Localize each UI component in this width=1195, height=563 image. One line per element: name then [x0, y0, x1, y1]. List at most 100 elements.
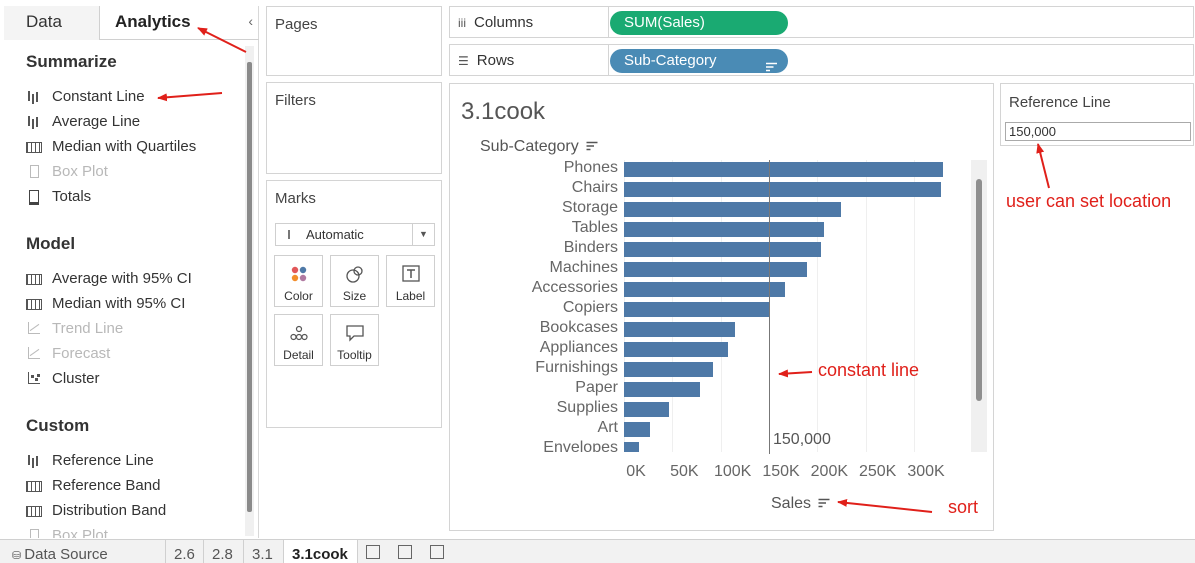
reference-line-label: 150,000 — [773, 431, 831, 448]
item-cluster[interactable]: Cluster — [26, 369, 100, 391]
collapse-pane-icon[interactable]: ‹ — [248, 13, 253, 29]
new-worksheet-icon[interactable] — [366, 545, 380, 559]
row-header[interactable]: Sub-Category — [480, 138, 598, 156]
item-median-quartiles[interactable]: Median with Quartiles — [26, 137, 196, 159]
chevron-down-icon: ▼ — [412, 224, 434, 245]
sort-icon[interactable] — [766, 56, 777, 72]
sort-icon[interactable] — [586, 141, 598, 151]
bar[interactable] — [624, 382, 701, 397]
category-label[interactable]: Art — [597, 419, 618, 436]
label-icon — [402, 265, 420, 282]
pane-scrollbar[interactable] — [247, 62, 252, 512]
rows-label-text: Rows — [476, 52, 515, 69]
worksheet-title: 3.1cook — [461, 98, 546, 125]
item-average-line[interactable]: Average Line — [26, 112, 140, 134]
item-label: Box Plot — [52, 527, 108, 538]
marks-label-button[interactable]: Label — [386, 255, 435, 307]
sheet-tab-active[interactable]: 3.1cook — [284, 540, 358, 563]
item-totals[interactable]: Totals — [26, 187, 91, 209]
filters-card[interactable]: Filters — [266, 82, 442, 174]
section-model: Model — [26, 234, 76, 253]
bar[interactable] — [624, 262, 807, 277]
sort-icon[interactable] — [818, 498, 830, 508]
bar[interactable] — [624, 342, 729, 357]
bar[interactable] — [624, 202, 841, 217]
marks-detail-button[interactable]: Detail — [274, 314, 323, 366]
bar[interactable] — [624, 322, 736, 337]
mark-type-value: Automatic — [306, 227, 364, 242]
item-median-ci[interactable]: Median with 95% CI — [26, 294, 185, 316]
reference-line[interactable] — [769, 160, 770, 454]
bar[interactable] — [624, 242, 822, 257]
bar[interactable] — [624, 182, 942, 197]
x-axis-title[interactable]: Sales — [771, 495, 830, 513]
tab-data-source[interactable]: ⛁ Data Source — [4, 540, 166, 563]
item-box-plot: Box Plot — [26, 162, 108, 184]
marks-size-button[interactable]: Size — [330, 255, 379, 307]
reference-value-input[interactable]: 150,000 — [1005, 122, 1191, 141]
mark-type-dropdown[interactable]: Automatic ▼ — [275, 223, 435, 246]
bar-icon — [26, 89, 42, 103]
category-label[interactable]: Storage — [561, 199, 618, 216]
bar[interactable] — [624, 362, 713, 377]
rows-shelf-label: ☰ Rows — [450, 45, 609, 75]
item-label: Constant Line — [52, 88, 145, 105]
chart-scroll-track[interactable] — [971, 160, 987, 452]
x-gridline — [865, 160, 867, 452]
item-reference-band[interactable]: Reference Band — [26, 476, 160, 498]
sheet-tab[interactable]: 2.6 — [166, 540, 204, 563]
item-distribution-band[interactable]: Distribution Band — [26, 501, 166, 523]
item-reference-line[interactable]: Reference Line — [26, 451, 154, 473]
item-constant-line[interactable]: Constant Line — [26, 87, 145, 109]
item-label: Average Line — [52, 113, 141, 130]
rows-shelf[interactable]: ☰ Rows Sub-Category — [449, 44, 1194, 76]
sheet-tab[interactable]: 2.8 — [204, 540, 244, 563]
bar[interactable] — [624, 222, 825, 237]
item-label: Median with 95% CI — [52, 295, 186, 312]
bar[interactable] — [624, 162, 943, 177]
columns-icon: iii — [458, 16, 466, 30]
category-label[interactable]: Accessories — [531, 279, 618, 296]
category-label[interactable]: Furnishings — [535, 359, 618, 376]
bar[interactable] — [624, 402, 670, 417]
rows-icon: ☰ — [458, 54, 469, 68]
rows-pill[interactable]: Sub-Category — [610, 49, 788, 73]
pages-title: Pages — [275, 16, 318, 33]
category-label[interactable]: Phones — [563, 160, 618, 176]
reference-line-panel: Reference Line 150,000 — [1000, 83, 1194, 146]
marks-tooltip-button[interactable]: Tooltip — [330, 314, 379, 366]
tab-analytics[interactable]: Analytics — [115, 12, 191, 31]
bar[interactable] — [624, 442, 640, 452]
item-average-ci[interactable]: Average with 95% CI — [26, 269, 192, 291]
tab-data[interactable]: Data — [4, 6, 100, 40]
size-icon — [346, 266, 363, 283]
tab-label: Data Source — [24, 546, 108, 563]
category-label[interactable]: Binders — [563, 239, 618, 256]
x-tick-label: 0K — [626, 463, 646, 480]
new-dashboard-icon[interactable] — [398, 545, 412, 559]
new-story-icon[interactable] — [430, 545, 444, 559]
bar[interactable] — [624, 302, 769, 317]
category-label[interactable]: Envelopes — [543, 439, 618, 452]
columns-pill[interactable]: SUM(Sales) — [610, 11, 788, 35]
bar[interactable] — [624, 282, 786, 297]
category-label[interactable]: Chairs — [571, 179, 618, 196]
chart-scrollbar[interactable] — [976, 179, 982, 401]
category-label[interactable]: Bookcases — [539, 319, 618, 336]
item-label: Totals — [52, 188, 92, 205]
marks-color-button[interactable]: Color — [274, 255, 323, 307]
bar[interactable] — [624, 422, 651, 437]
category-label[interactable]: Supplies — [556, 399, 618, 416]
category-label[interactable]: Tables — [571, 219, 618, 236]
pages-card[interactable]: Pages — [266, 6, 442, 76]
detail-icon — [290, 325, 308, 341]
category-label[interactable]: Machines — [549, 259, 618, 276]
sheet-tab[interactable]: 3.1 — [244, 540, 284, 563]
bar-icon — [26, 453, 42, 467]
category-label[interactable]: Appliances — [539, 339, 618, 356]
box-plot-icon — [26, 164, 42, 178]
columns-shelf[interactable]: iii Columns SUM(Sales) — [449, 6, 1194, 38]
tooltip-label: Tooltip — [337, 348, 372, 362]
category-label[interactable]: Paper — [575, 379, 618, 396]
category-label[interactable]: Copiers — [562, 299, 618, 316]
